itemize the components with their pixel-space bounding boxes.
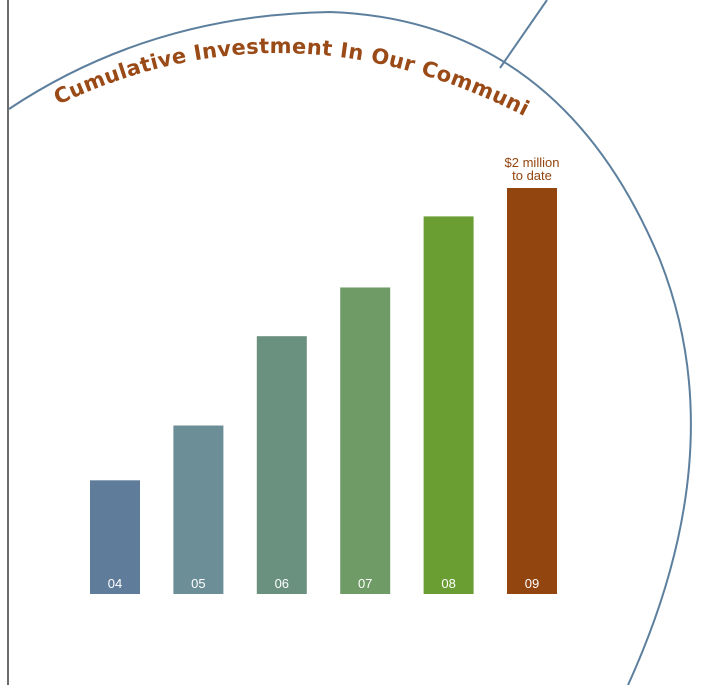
bar-04 (90, 480, 140, 594)
tick-labels-layer: 04 05 06 07 08 09 (108, 576, 539, 591)
bar-09 (507, 188, 557, 594)
bar-06 (256, 336, 307, 594)
bars-layer (90, 188, 557, 595)
bar-08 (423, 216, 474, 595)
bar-05 (173, 425, 224, 594)
bar-07 (340, 287, 391, 594)
tick-label-07: 07 (358, 576, 372, 591)
annotation-line-2: to date (512, 168, 552, 183)
connector-line (499, 0, 548, 69)
circle-outline (8, 10, 692, 685)
tick-label-09: 09 (525, 576, 539, 591)
tick-label-06: 06 (275, 576, 289, 591)
tick-label-04: 04 (108, 576, 122, 591)
annotation-line-1: $2 million (505, 155, 560, 170)
tick-label-08: 08 (441, 576, 455, 591)
chart-title: Cumulative Investment In Our Communities (0, 0, 533, 121)
chart-title-text: Cumulative Investment In Our Communities (0, 0, 533, 121)
tick-label-05: 05 (191, 576, 205, 591)
